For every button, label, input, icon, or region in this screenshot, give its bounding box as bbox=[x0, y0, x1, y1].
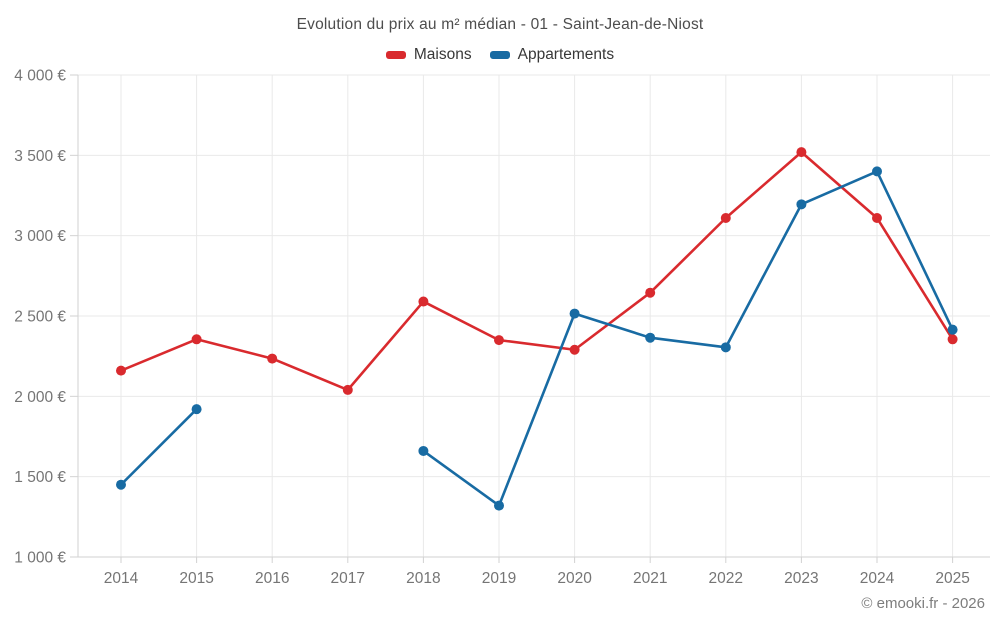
series-line-maisons bbox=[119, 150, 954, 392]
data-point-appartements[interactable] bbox=[418, 445, 429, 456]
data-point-appartements[interactable] bbox=[796, 199, 807, 210]
data-point-appartements[interactable] bbox=[569, 308, 580, 319]
data-point-appartements[interactable] bbox=[494, 500, 504, 511]
data-point-maisons[interactable] bbox=[116, 365, 126, 376]
data-point-maisons[interactable] bbox=[494, 335, 504, 346]
appartements-series-swatch-icon bbox=[489, 51, 510, 59]
x-tick-label: 2014 bbox=[104, 570, 139, 587]
legend-item-maisons[interactable]: Maisons bbox=[385, 46, 472, 64]
footer-credit: © emooki.fr - 2026 bbox=[861, 595, 985, 612]
data-point-maisons[interactable] bbox=[720, 212, 731, 223]
x-tick-label: 2019 bbox=[482, 570, 516, 587]
series-line-appartements bbox=[422, 170, 954, 507]
data-point-maisons[interactable] bbox=[872, 212, 882, 223]
maisons-series-swatch-icon bbox=[385, 51, 406, 59]
x-tick-label: 2022 bbox=[709, 570, 743, 587]
chart-title: Evolution du prix au m² médian - 01 - Sa… bbox=[296, 16, 704, 33]
data-point-maisons[interactable] bbox=[645, 287, 656, 298]
data-point-appartements[interactable] bbox=[645, 332, 656, 343]
y-tick-label: 4 000 € bbox=[14, 68, 66, 85]
data-point-maisons[interactable] bbox=[947, 334, 958, 345]
y-tick-label: 2 000 € bbox=[14, 389, 66, 406]
legend-label-appartements: Appartements bbox=[517, 46, 615, 63]
data-point-maisons[interactable] bbox=[267, 353, 278, 364]
y-tick-label: 1 500 € bbox=[14, 469, 66, 486]
data-point-maisons[interactable] bbox=[569, 344, 580, 355]
data-point-appartements[interactable] bbox=[947, 324, 958, 335]
series-line-appartements bbox=[119, 407, 198, 487]
x-tick-label: 2025 bbox=[935, 570, 969, 587]
x-tick-label: 2015 bbox=[179, 570, 213, 587]
legend-label-maisons: Maisons bbox=[413, 46, 472, 63]
y-tick-label: 3 500 € bbox=[14, 148, 66, 165]
x-tick-label: 2018 bbox=[406, 570, 440, 587]
data-point-appartements[interactable] bbox=[116, 479, 126, 490]
data-point-maisons[interactable] bbox=[191, 334, 202, 345]
data-point-maisons[interactable] bbox=[796, 147, 807, 158]
x-tick-label: 2017 bbox=[331, 570, 365, 587]
y-tick-label: 2 500 € bbox=[14, 309, 66, 326]
data-point-maisons[interactable] bbox=[342, 384, 353, 395]
x-tick-label: 2023 bbox=[784, 570, 818, 587]
x-tick-label: 2016 bbox=[255, 570, 289, 587]
y-tick-label: 1 000 € bbox=[14, 550, 66, 567]
chart-legend: Maisons Appartements bbox=[0, 46, 1000, 64]
y-tick-label: 3 000 € bbox=[14, 228, 66, 245]
data-point-maisons[interactable] bbox=[418, 296, 429, 307]
x-tick-label: 2024 bbox=[860, 570, 895, 587]
data-point-appartements[interactable] bbox=[872, 166, 882, 177]
legend-item-appartements[interactable]: Appartements bbox=[489, 46, 615, 64]
data-point-appartements[interactable] bbox=[720, 342, 731, 353]
data-point-appartements[interactable] bbox=[191, 404, 202, 415]
x-tick-label: 2020 bbox=[557, 570, 592, 587]
x-tick-label: 2021 bbox=[633, 570, 667, 587]
